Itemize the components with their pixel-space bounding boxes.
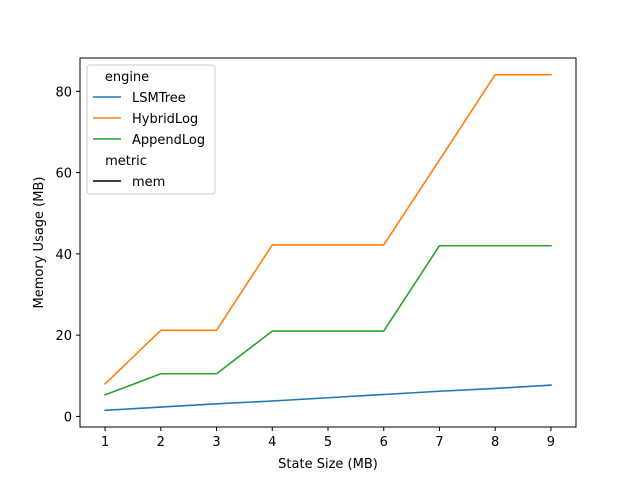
y-tick-label-80: 80 — [55, 85, 72, 100]
y-tick-label-60: 60 — [55, 167, 72, 182]
x-tick-label-2: 2 — [157, 435, 165, 450]
series-line-lsmtree — [104, 384, 552, 412]
legend-label-appendlog: AppendLog — [132, 133, 205, 148]
y-axis: 0 20 40 60 80 — [55, 85, 80, 425]
legend-label-lsmtree: LSMTree — [132, 91, 186, 106]
x-axis-label: State Size (MB) — [278, 457, 378, 472]
y-axis-label: Memory Usage (MB) — [32, 177, 47, 309]
x-axis: 1 2 3 4 5 6 7 8 9 — [101, 427, 555, 450]
series-line-hybridlog — [103, 73, 552, 386]
legend-label-mem: mem — [132, 175, 165, 190]
y-tick-label-0: 0 — [64, 410, 72, 425]
y-tick-label-40: 40 — [55, 248, 72, 263]
legend: engine LSMTree HybridLog AppendLog metri… — [86, 64, 216, 195]
x-tick-label-1: 1 — [101, 435, 109, 450]
x-tick-label-9: 9 — [547, 435, 555, 450]
x-tick-label-3: 3 — [212, 435, 220, 450]
series-layer — [103, 73, 552, 412]
x-tick-label-4: 4 — [268, 435, 276, 450]
x-tick-label-6: 6 — [380, 435, 388, 450]
legend-title-engine: engine — [105, 70, 149, 85]
x-tick-label-7: 7 — [435, 435, 443, 450]
y-tick-label-20: 20 — [55, 329, 72, 344]
x-tick-label-8: 8 — [491, 435, 499, 450]
legend-title-metric: metric — [105, 154, 147, 169]
legend-label-hybridlog: HybridLog — [132, 112, 198, 127]
x-tick-label-5: 5 — [324, 435, 332, 450]
series-line-appendlog — [104, 244, 552, 396]
